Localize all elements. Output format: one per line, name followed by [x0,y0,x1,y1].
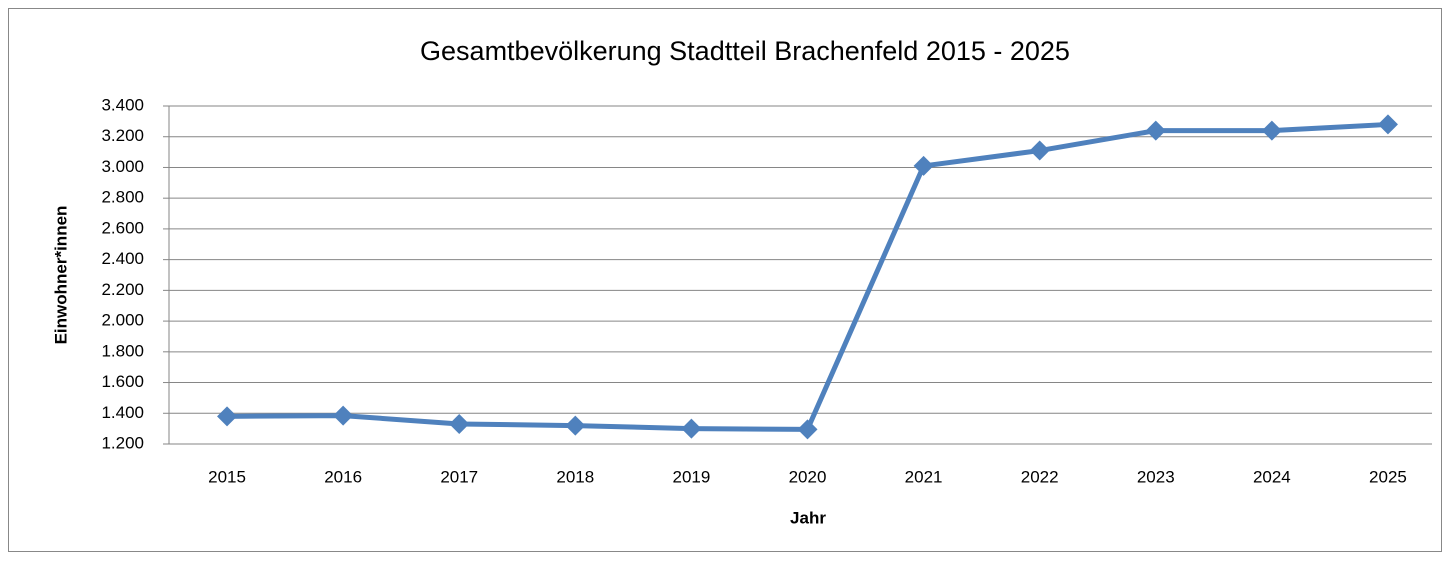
marker [681,418,702,439]
marker [797,419,818,440]
y-tick-label: 2.800 [101,188,144,207]
marker [217,406,238,427]
marker [333,405,354,426]
x-tick-label: 2019 [672,467,710,486]
x-tick-label: 2024 [1253,467,1291,486]
y-tick-label: 2.600 [101,218,144,237]
marker [1261,120,1282,141]
y-tick-label: 1.600 [101,372,144,391]
y-tick-label: 3.400 [101,95,144,114]
x-tick-label: 2021 [905,467,943,486]
marker [1029,140,1050,161]
x-tick-label: 2015 [208,467,246,486]
y-tick-label: 3.000 [101,157,144,176]
marker [913,155,934,176]
y-tick-label: 2.400 [101,249,144,268]
chart-title: Gesamtbevölkerung Stadtteil Brachenfeld … [420,36,1070,66]
y-tick-label: 1.200 [101,433,144,452]
marker [1145,120,1166,141]
x-tick-label: 2020 [789,467,827,486]
chart-frame [8,8,1442,552]
marker [449,414,470,435]
y-tick-label: 1.800 [101,341,144,360]
x-tick-label: 2018 [556,467,594,486]
x-tick-label: 2023 [1137,467,1175,486]
y-tick-label: 2.200 [101,280,144,299]
y-tick-label: 1.400 [101,403,144,422]
y-axis-title: Einwohner*innen [51,206,70,345]
x-tick-label: 2025 [1369,467,1407,486]
x-tick-label: 2016 [324,467,362,486]
x-axis-title: Jahr [790,508,826,527]
y-tick-label: 2.000 [101,311,144,330]
x-tick-label: 2017 [440,467,478,486]
marker [565,415,586,436]
y-tick-label: 3.200 [101,126,144,145]
x-tick-label: 2022 [1021,467,1059,486]
marker [1377,114,1398,135]
